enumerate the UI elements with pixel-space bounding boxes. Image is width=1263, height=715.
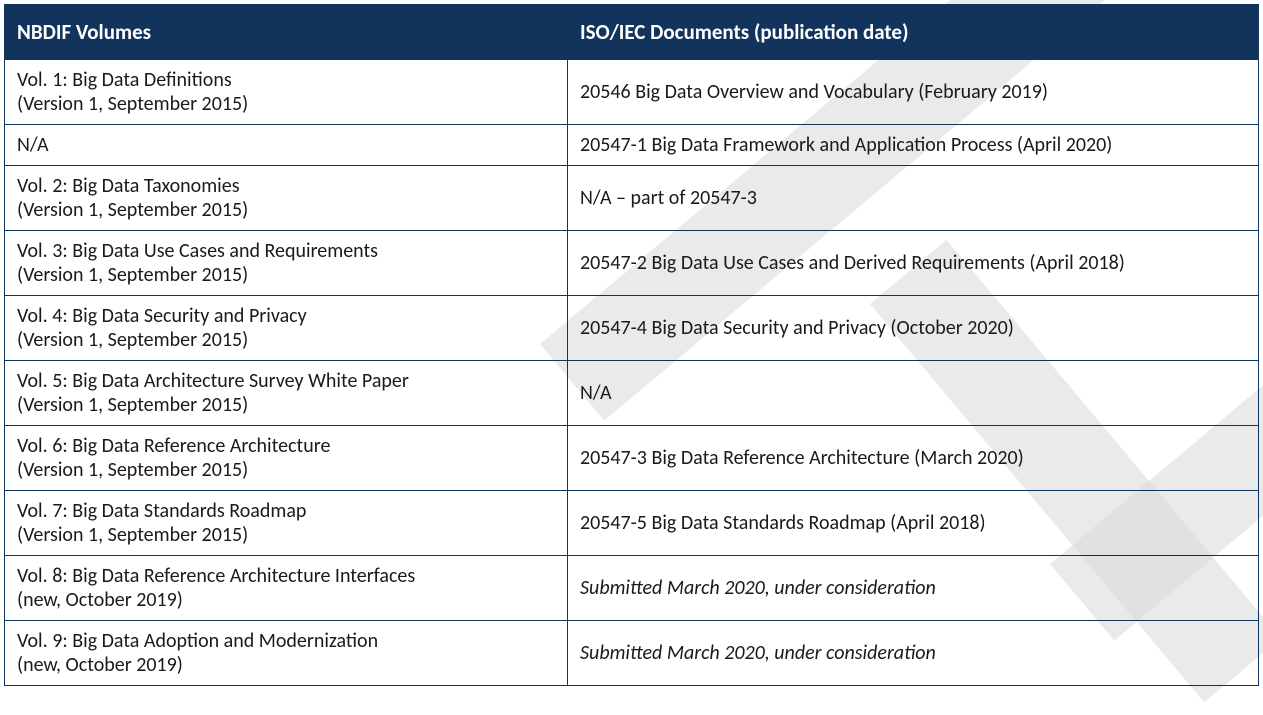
nbdif-version: (Version 1, September 2015) bbox=[17, 198, 555, 222]
cell-iso: Submitted March 2020, under consideratio… bbox=[568, 556, 1259, 621]
table-row: Vol. 5: Big Data Architecture Survey Whi… bbox=[5, 361, 1259, 426]
cell-iso: 20547-4 Big Data Security and Privacy (O… bbox=[568, 296, 1259, 361]
table-row: Vol. 1: Big Data Definitions(Version 1, … bbox=[5, 60, 1259, 125]
nbdif-title: Vol. 8: Big Data Reference Architecture … bbox=[17, 564, 555, 588]
cell-nbdif: Vol. 1: Big Data Definitions(Version 1, … bbox=[5, 60, 568, 125]
cell-nbdif: N/A bbox=[5, 125, 568, 166]
nbdif-version: (Version 1, September 2015) bbox=[17, 328, 555, 352]
nbdif-version: (Version 1, September 2015) bbox=[17, 458, 555, 482]
nbdif-title: Vol. 9: Big Data Adoption and Modernizat… bbox=[17, 629, 555, 653]
cell-nbdif: Vol. 8: Big Data Reference Architecture … bbox=[5, 556, 568, 621]
table-row: Vol. 8: Big Data Reference Architecture … bbox=[5, 556, 1259, 621]
nbdif-version: (Version 1, September 2015) bbox=[17, 393, 555, 417]
iso-document: N/A – part of 20547-3 bbox=[580, 186, 757, 210]
iso-document: Submitted March 2020, under consideratio… bbox=[580, 641, 936, 665]
cell-nbdif: Vol. 4: Big Data Security and Privacy(Ve… bbox=[5, 296, 568, 361]
iso-document: 20547-3 Big Data Reference Architecture … bbox=[580, 446, 1024, 470]
nbdif-version: (Version 1, September 2015) bbox=[17, 263, 555, 287]
iso-document: 20547-4 Big Data Security and Privacy (O… bbox=[580, 316, 1014, 340]
cell-iso: N/A bbox=[568, 361, 1259, 426]
table-body: Vol. 1: Big Data Definitions(Version 1, … bbox=[5, 60, 1259, 686]
table-row: Vol. 3: Big Data Use Cases and Requireme… bbox=[5, 231, 1259, 296]
nbdif-title: Vol. 4: Big Data Security and Privacy bbox=[17, 304, 555, 328]
column-header-iso: ISO/IEC Documents (publication date) bbox=[568, 5, 1259, 60]
cell-iso: Submitted March 2020, under consideratio… bbox=[568, 621, 1259, 686]
table-row: Vol. 6: Big Data Reference Architecture(… bbox=[5, 426, 1259, 491]
cell-nbdif: Vol. 7: Big Data Standards Roadmap(Versi… bbox=[5, 491, 568, 556]
nbdif-version: (new, October 2019) bbox=[17, 588, 555, 612]
cell-nbdif: Vol. 5: Big Data Architecture Survey Whi… bbox=[5, 361, 568, 426]
iso-document: N/A bbox=[580, 381, 612, 405]
table-row: Vol. 7: Big Data Standards Roadmap(Versi… bbox=[5, 491, 1259, 556]
table-row: Vol. 4: Big Data Security and Privacy(Ve… bbox=[5, 296, 1259, 361]
table-row: Vol. 2: Big Data Taxonomies(Version 1, S… bbox=[5, 166, 1259, 231]
cell-iso: 20547-3 Big Data Reference Architecture … bbox=[568, 426, 1259, 491]
cell-nbdif: Vol. 9: Big Data Adoption and Modernizat… bbox=[5, 621, 568, 686]
nbdif-version: (Version 1, September 2015) bbox=[17, 92, 555, 116]
nbdif-title: Vol. 5: Big Data Architecture Survey Whi… bbox=[17, 369, 555, 393]
cell-nbdif: Vol. 3: Big Data Use Cases and Requireme… bbox=[5, 231, 568, 296]
nbdif-title: Vol. 1: Big Data Definitions bbox=[17, 68, 555, 92]
nbdif-title: Vol. 3: Big Data Use Cases and Requireme… bbox=[17, 239, 555, 263]
nbdif-iso-table: NBDIF Volumes ISO/IEC Documents (publica… bbox=[4, 4, 1259, 686]
cell-nbdif: Vol. 6: Big Data Reference Architecture(… bbox=[5, 426, 568, 491]
cell-iso: 20546 Big Data Overview and Vocabulary (… bbox=[568, 60, 1259, 125]
iso-document: 20547-2 Big Data Use Cases and Derived R… bbox=[580, 251, 1125, 275]
nbdif-title: N/A bbox=[17, 133, 555, 157]
nbdif-version: (Version 1, September 2015) bbox=[17, 523, 555, 547]
table-row: N/A 20547-1 Big Data Framework and Applic… bbox=[5, 125, 1259, 166]
cell-iso: 20547-5 Big Data Standards Roadmap (Apri… bbox=[568, 491, 1259, 556]
nbdif-title: Vol. 7: Big Data Standards Roadmap bbox=[17, 499, 555, 523]
iso-document: Submitted March 2020, under consideratio… bbox=[580, 576, 936, 600]
nbdif-title: Vol. 6: Big Data Reference Architecture bbox=[17, 434, 555, 458]
table-header-row: NBDIF Volumes ISO/IEC Documents (publica… bbox=[5, 5, 1259, 60]
cell-iso: 20547-2 Big Data Use Cases and Derived R… bbox=[568, 231, 1259, 296]
cell-iso: N/A – part of 20547-3 bbox=[568, 166, 1259, 231]
cell-nbdif: Vol. 2: Big Data Taxonomies(Version 1, S… bbox=[5, 166, 568, 231]
cell-iso: 20547-1 Big Data Framework and Applicati… bbox=[568, 125, 1259, 166]
iso-document: 20546 Big Data Overview and Vocabulary (… bbox=[580, 80, 1048, 104]
table-row: Vol. 9: Big Data Adoption and Modernizat… bbox=[5, 621, 1259, 686]
iso-document: 20547-5 Big Data Standards Roadmap (Apri… bbox=[580, 511, 986, 535]
column-header-nbdif: NBDIF Volumes bbox=[5, 5, 568, 60]
iso-document: 20547-1 Big Data Framework and Applicati… bbox=[580, 133, 1112, 157]
nbdif-version: (new, October 2019) bbox=[17, 653, 555, 677]
nbdif-title: Vol. 2: Big Data Taxonomies bbox=[17, 174, 555, 198]
